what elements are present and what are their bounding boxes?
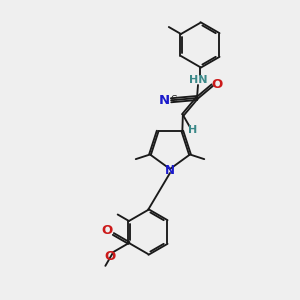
Text: N: N: [158, 94, 170, 107]
Text: O: O: [105, 250, 116, 263]
Text: H: H: [188, 125, 197, 135]
Text: O: O: [212, 78, 223, 91]
Text: HN: HN: [189, 75, 207, 85]
Text: C: C: [171, 95, 177, 104]
Text: N: N: [165, 164, 175, 176]
Text: O: O: [102, 224, 113, 238]
